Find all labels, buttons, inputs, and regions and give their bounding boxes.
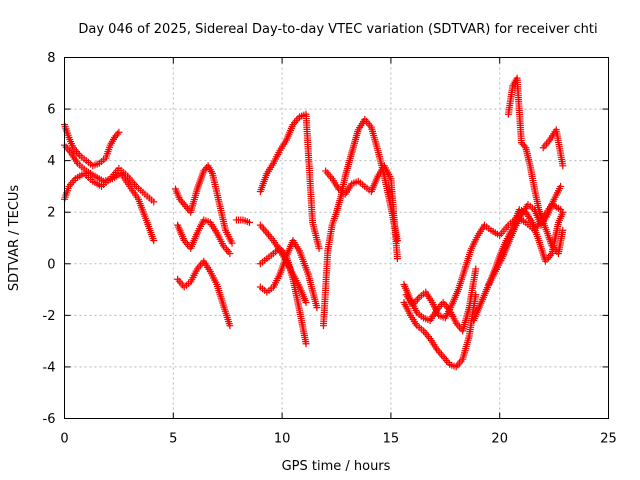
y-tick-label: 8: [47, 51, 55, 66]
series-trace-b: [61, 164, 158, 206]
data-point: [557, 182, 565, 190]
data-point: [226, 322, 234, 330]
x-tick-label: 20: [491, 432, 508, 447]
data-point: [559, 226, 567, 234]
x-axis-label: GPS time / hours: [282, 459, 391, 474]
data-point: [228, 239, 236, 247]
data-point: [559, 162, 567, 170]
data-point: [113, 130, 121, 138]
data-point: [520, 142, 528, 150]
x-tick-label: 25: [600, 432, 617, 447]
y-tick-label: -2: [43, 309, 56, 324]
tick-layer: -6 -4 -2 0 2 4 6 8 0 5 10 15 20 25: [43, 51, 617, 447]
data-point: [393, 255, 401, 263]
data-point: [302, 298, 310, 306]
series-trace-h: [256, 110, 323, 252]
data-point: [313, 304, 321, 312]
y-tick-label: 6: [47, 103, 55, 118]
series-trace-t: [539, 126, 567, 170]
series-trace-e: [174, 216, 234, 257]
y-tick-label: 4: [47, 154, 55, 169]
data-point: [472, 265, 480, 273]
data-point: [302, 340, 310, 348]
data-point: [179, 199, 187, 207]
data-point: [315, 244, 323, 252]
data-layer: [61, 74, 567, 371]
y-tick-label: 2: [47, 206, 55, 221]
series-trace-g: [232, 216, 253, 227]
x-tick-label: 0: [60, 432, 68, 447]
y-tick-label: -6: [43, 412, 56, 427]
data-point: [150, 237, 158, 245]
data-point: [245, 219, 253, 227]
series-trace-d: [171, 162, 236, 247]
chart-title: Day 046 of 2025, Sidereal Day-to-day VTE…: [78, 22, 597, 37]
series-trace-l: [319, 115, 401, 330]
data-point: [226, 249, 234, 257]
x-tick-label: 5: [169, 432, 177, 447]
series-trace-f: [174, 257, 234, 330]
data-point: [150, 198, 158, 206]
data-point: [115, 128, 123, 136]
series-trace-m: [322, 162, 401, 263]
y-tick-label: -4: [43, 360, 56, 375]
y-axis-label: SDTVAR / TECUs: [7, 185, 22, 292]
series-trace-c: [61, 121, 123, 170]
x-tick-label: 15: [383, 432, 400, 447]
data-point: [559, 208, 567, 216]
series-trace-s: [504, 74, 567, 257]
x-tick-label: 10: [274, 432, 291, 447]
series-trace-k: [256, 237, 321, 312]
y-tick-label: 0: [47, 257, 55, 272]
plot-frame: [64, 57, 609, 419]
